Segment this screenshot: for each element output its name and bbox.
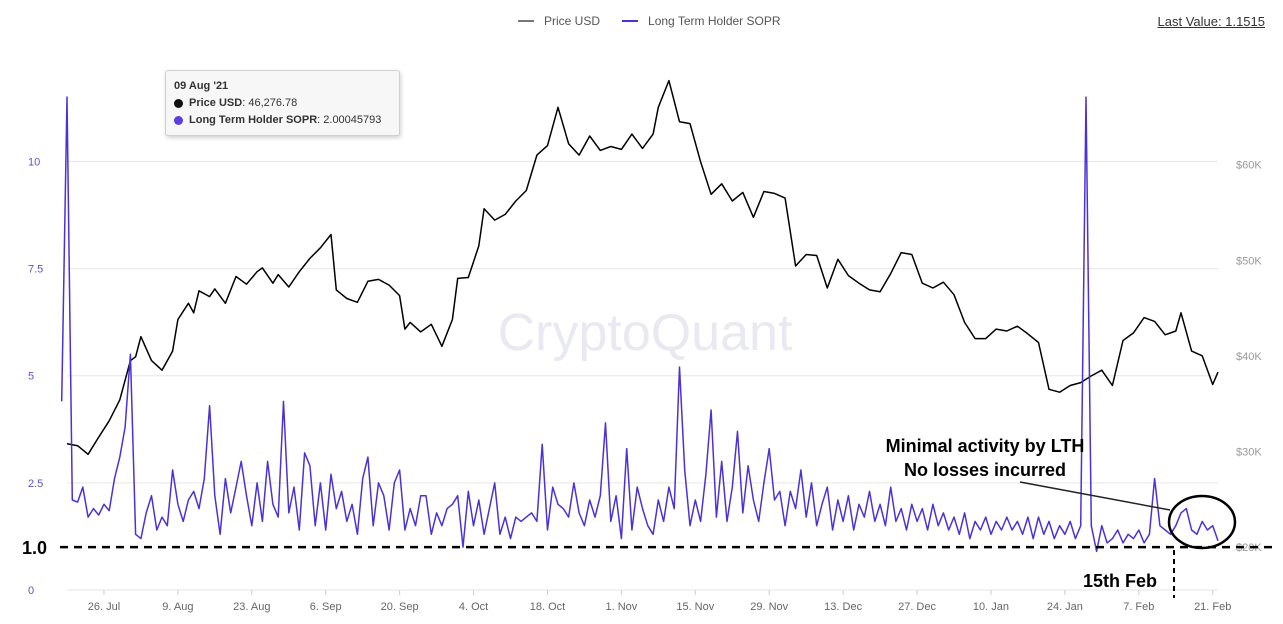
x-tick-label: 23. Aug bbox=[233, 601, 270, 613]
tooltip-dot-price bbox=[174, 98, 183, 108]
tooltip-dot-sopr bbox=[174, 115, 183, 125]
y-right-tick-label: $20K bbox=[1236, 542, 1262, 554]
tooltip-value-sopr: 2.00045793 bbox=[323, 114, 382, 126]
highlight-circle bbox=[1167, 494, 1237, 550]
legend: Price USD Long Term Holder SOPR bbox=[518, 14, 781, 28]
legend-swatch-sopr bbox=[622, 20, 639, 22]
tooltip-row-price: Price USD: 46,276.78 bbox=[174, 97, 297, 109]
legend-label-price: Price USD bbox=[544, 14, 601, 28]
y-left-tick-label: 10 bbox=[28, 156, 40, 168]
date-annotation: 15th Feb bbox=[1083, 571, 1157, 591]
x-tick-label: 9. Aug bbox=[162, 601, 193, 613]
tooltip-name-price: Price USD bbox=[189, 97, 243, 109]
y-left-tick-label: 0 bbox=[28, 585, 34, 597]
y-left-tick-label: 2.5 bbox=[28, 478, 43, 490]
y-left-tick-label: 5 bbox=[28, 371, 34, 383]
x-tick-label: 15. Nov bbox=[676, 601, 714, 613]
y-right-tick-label: $30K bbox=[1236, 446, 1262, 458]
tooltip-row-sopr: Long Term Holder SOPR: 2.00045793 bbox=[174, 114, 381, 126]
tooltip-value-price: 46,276.78 bbox=[248, 97, 298, 109]
tooltip-name-sopr: Long Term Holder SOPR bbox=[189, 114, 318, 126]
x-tick-label: 24. Jan bbox=[1047, 601, 1083, 613]
tooltip-date: 09 Aug '21 bbox=[174, 80, 229, 92]
y-right-tick-label: $50K bbox=[1236, 255, 1262, 267]
tooltip: 09 Aug '21 Price USD: 46,276.78 Long Ter… bbox=[165, 70, 400, 136]
last-value-link[interactable]: Last Value: 1.1515 bbox=[1157, 14, 1265, 29]
x-tick-label: 27. Dec bbox=[898, 601, 936, 613]
callout-pointer bbox=[1019, 481, 1171, 511]
series-line-price-usd bbox=[66, 79, 1219, 456]
callout-line-2: No losses incurred bbox=[904, 460, 1066, 480]
callout-line-1: Minimal activity by LTH bbox=[886, 436, 1085, 456]
x-tick-label: 1. Nov bbox=[605, 601, 637, 613]
x-tick-label: 29. Nov bbox=[750, 601, 788, 613]
x-tick-label: 21. Feb bbox=[1194, 601, 1231, 613]
baseline-label: 1.0 bbox=[22, 538, 47, 558]
x-tick-label: 4. Oct bbox=[459, 601, 488, 613]
legend-label-sopr: Long Term Holder SOPR bbox=[648, 14, 781, 28]
x-tick-label: 10. Jan bbox=[973, 601, 1009, 613]
right-axis-ticks: $20K $30K $40K $50K $60K bbox=[1236, 160, 1262, 554]
watermark: CryptoQuant bbox=[498, 304, 793, 362]
x-tick-label: 7. Feb bbox=[1123, 601, 1154, 613]
x-tick-label: 18. Oct bbox=[530, 601, 565, 613]
x-tick-label: 26. Jul bbox=[88, 601, 120, 613]
legend-item-price[interactable]: Price USD bbox=[518, 14, 600, 28]
legend-item-sopr[interactable]: Long Term Holder SOPR bbox=[622, 14, 781, 28]
y-right-tick-label: $40K bbox=[1236, 351, 1262, 363]
legend-swatch-price bbox=[518, 20, 534, 22]
y-right-tick-label: $60K bbox=[1236, 160, 1262, 172]
series-line-lth-sopr bbox=[60, 96, 1219, 553]
left-axis-ticks: 0 2.5 5 7.5 10 bbox=[28, 156, 43, 597]
x-axis-ticks: 26. Jul 9. Aug 23. Aug 6. Sep 20. Sep 4. Oct 1… bbox=[88, 590, 1231, 613]
y-left-tick-label: 7.5 bbox=[28, 264, 43, 276]
x-tick-label: 13. Dec bbox=[824, 601, 862, 613]
x-tick-label: 6. Sep bbox=[310, 601, 342, 613]
x-tick-label: 20. Sep bbox=[381, 601, 419, 613]
